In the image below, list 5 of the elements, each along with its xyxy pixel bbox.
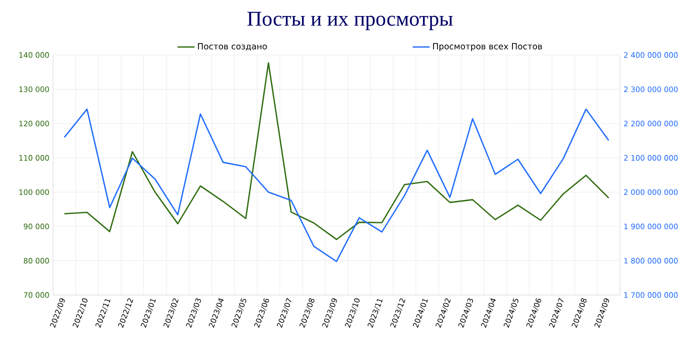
line-series	[64, 62, 610, 240]
chart-title: Посты и их просмотры	[247, 12, 453, 30]
legend-label: Постов создано	[198, 43, 267, 50]
legend-label: Просмотров всех Постов	[433, 43, 542, 52]
line-series	[64, 108, 610, 262]
